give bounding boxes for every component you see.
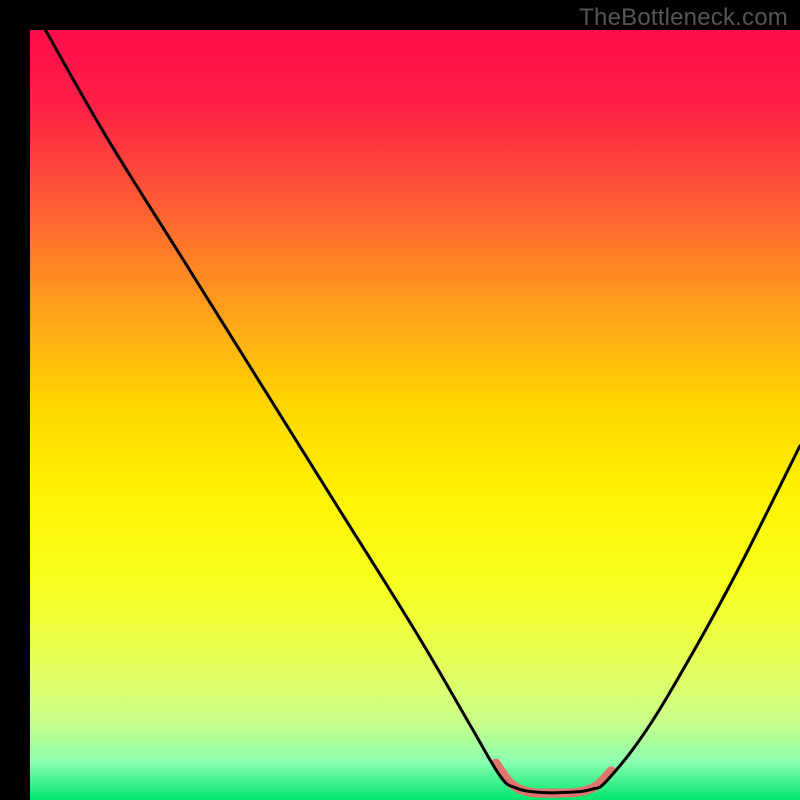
bottleneck-chart xyxy=(0,0,800,800)
watermark-text: TheBottleneck.com xyxy=(579,4,788,32)
gradient-background xyxy=(30,30,800,800)
chart-stage: TheBottleneck.com xyxy=(0,0,800,800)
